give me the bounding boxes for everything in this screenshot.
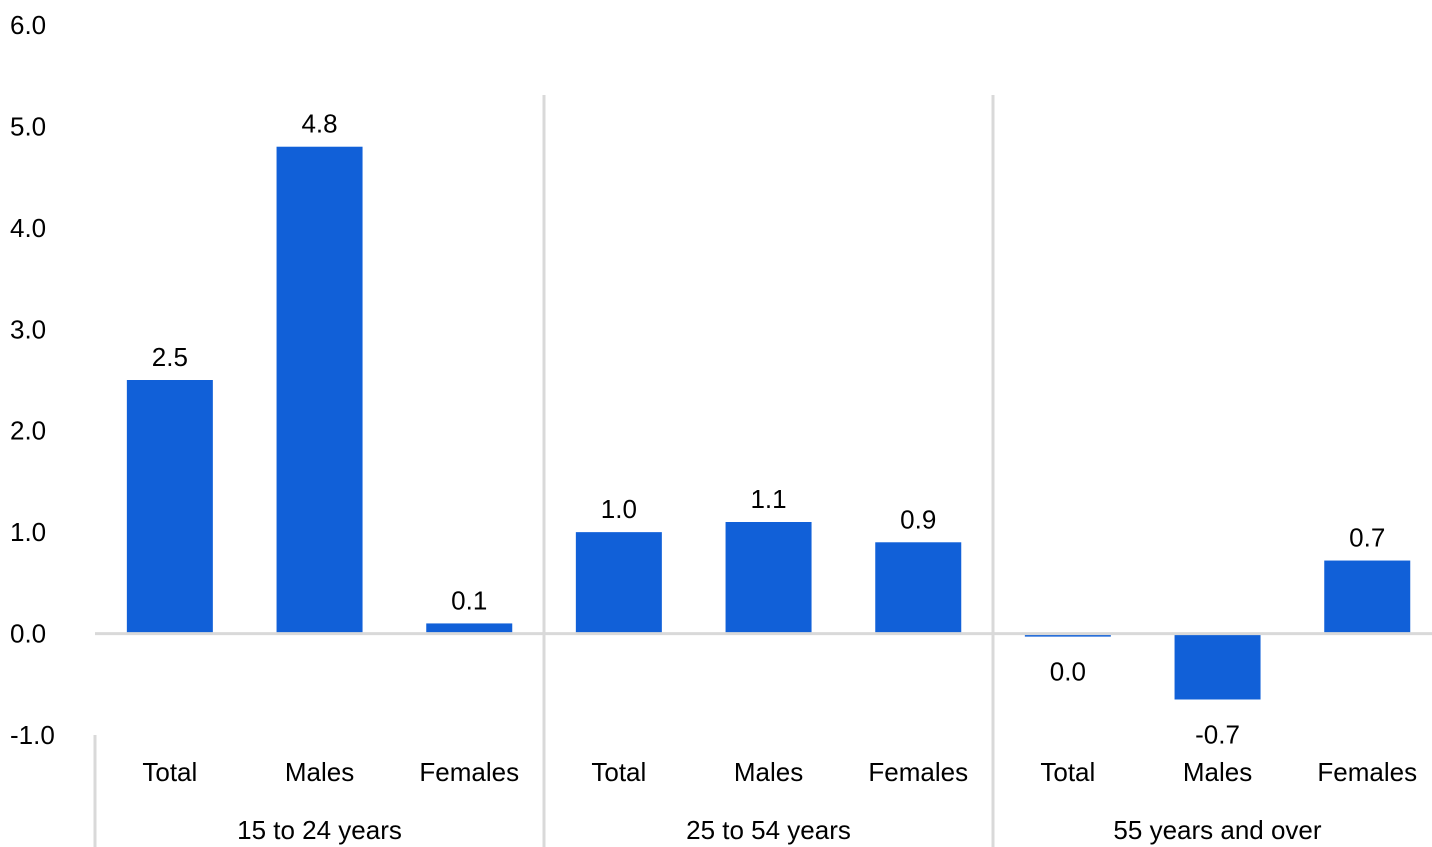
y-tick-label: 0.0 [10, 619, 46, 649]
data-label: 0.1 [451, 585, 487, 615]
group-separators [93, 95, 995, 847]
data-labels: 2.5 4.8 0.1 1.0 1.1 0.9 0.0 -0.7 0.7 [152, 109, 1386, 750]
bar [575, 532, 662, 634]
bars [126, 146, 1411, 700]
category-label: Females [419, 757, 519, 787]
data-label: 2.5 [152, 342, 188, 372]
data-label: 0.0 [1050, 657, 1086, 687]
bar [126, 380, 213, 634]
y-tick-label: 5.0 [10, 111, 46, 141]
y-tick-label: 3.0 [10, 314, 46, 344]
bar [1174, 633, 1261, 700]
y-tick-label: 1.0 [10, 517, 46, 547]
category-label: Males [1183, 757, 1252, 787]
data-label: 1.1 [750, 484, 786, 514]
category-labels: Total Males Females Total Males Females Total M… [142, 757, 1417, 787]
category-label: Total [1040, 757, 1095, 787]
y-tick-label: 4.0 [10, 213, 46, 243]
y-tick-label: 2.0 [10, 416, 46, 446]
y-axis: -1.0 0.0 1.0 2.0 3.0 4.0 5.0 6.0 [10, 10, 55, 750]
y-tick-label: -1.0 [10, 720, 55, 750]
group-labels: 15 to 24 years 25 to 54 years 55 years and… [237, 815, 1322, 845]
data-label: 1.0 [601, 494, 637, 524]
bar [725, 522, 812, 634]
bar [1024, 633, 1111, 637]
category-label: Total [142, 757, 197, 787]
data-label: 0.7 [1349, 523, 1385, 553]
group-label: 15 to 24 years [237, 815, 402, 845]
category-label: Males [734, 757, 803, 787]
category-label: Total [591, 757, 646, 787]
group-label: 25 to 54 years [686, 815, 851, 845]
bar [1324, 560, 1411, 634]
bar [276, 146, 363, 634]
data-label: 4.8 [301, 109, 337, 139]
category-label: Females [1317, 757, 1417, 787]
category-label: Females [868, 757, 968, 787]
category-label: Males [285, 757, 354, 787]
bar [426, 623, 513, 634]
bar [875, 542, 962, 634]
data-label: 0.9 [900, 504, 936, 534]
data-label: -0.7 [1195, 720, 1240, 750]
y-tick-label: 6.0 [10, 10, 46, 40]
group-label: 55 years and over [1113, 815, 1321, 845]
